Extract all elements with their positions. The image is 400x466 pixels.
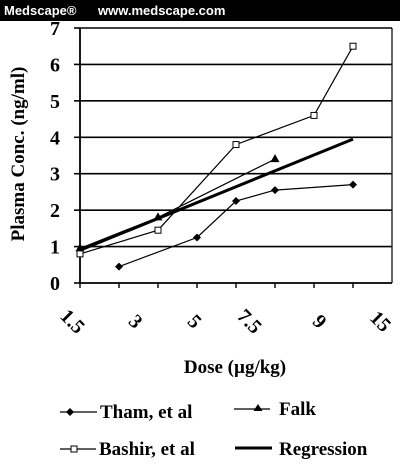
- legend-label-bashir: Bashir, et al: [99, 439, 195, 460]
- x-tick-label-3: 3: [124, 310, 147, 333]
- legend: Tham, et al Falk Bashir, et al Regressio…: [60, 399, 368, 460]
- medscape-url: www.medscape.com: [98, 3, 226, 18]
- legend-label-falk: Falk: [279, 399, 316, 420]
- legend-marker-square: [70, 445, 78, 453]
- y-axis-title: Plasma Conc. (ng/ml): [8, 67, 29, 242]
- data-point-tham-et-al-3: [271, 186, 279, 195]
- data-point-tham-et-al-4: [349, 180, 357, 189]
- axes: [74, 27, 393, 288]
- legend-item-regression: Regression: [235, 439, 368, 460]
- series-line-bashir-et-al: [79, 45, 354, 255]
- legend-marker-triangle: [253, 404, 263, 411]
- medscape-banner: Medscape® www.medscape.com: [0, 0, 400, 21]
- legend-label-regression: Regression: [279, 439, 368, 460]
- y-tick-labels: 0 1 2 3 4 5 6 7: [50, 18, 60, 295]
- medscape-brand: Medscape®: [4, 3, 77, 18]
- data-point-bashir-et-al-2: [232, 141, 240, 149]
- x-tick-labels: 1.5 3 5 7.5 9 15: [56, 305, 395, 338]
- data-point-bashir-et-al-3: [310, 111, 318, 119]
- y-tick-label-1: 1: [50, 237, 60, 259]
- x-axis-title: Dose (µg/kg): [184, 357, 286, 378]
- data-series: [75, 42, 357, 271]
- x-tick-label-7.5: 7.5: [233, 305, 266, 338]
- legend-marker-diamond: [66, 408, 74, 416]
- series-line-tham-et-al: [118, 184, 354, 268]
- data-point-bashir-et-al-4: [349, 42, 357, 50]
- x-tick-label-5: 5: [183, 310, 206, 333]
- y-tick-label-0: 0: [50, 273, 60, 295]
- legend-item-falk: Falk: [234, 399, 316, 420]
- y-tick-label-7: 7: [50, 18, 60, 40]
- y-tick-label-4: 4: [50, 127, 60, 149]
- grid-lines: [80, 27, 392, 248]
- x-tick-label-1.5: 1.5: [56, 305, 89, 338]
- data-point-tham-et-al-1: [193, 233, 201, 242]
- x-tick-label-9: 9: [308, 310, 331, 333]
- data-point-falk-2: [270, 154, 280, 163]
- series-line-regression: [79, 137, 354, 252]
- legend-item-bashir: Bashir, et al: [60, 439, 195, 460]
- series-line-falk: [79, 158, 276, 249]
- data-point-tham-et-al-2: [232, 197, 240, 206]
- y-tick-label-3: 3: [50, 164, 60, 186]
- legend-item-tham: Tham, et al: [60, 402, 192, 423]
- data-point-bashir-et-al-1: [154, 226, 162, 234]
- legend-label-tham: Tham, et al: [100, 402, 192, 423]
- y-tick-label-2: 2: [50, 200, 60, 222]
- x-tick-label-15: 15: [365, 307, 395, 337]
- data-point-tham-et-al-0: [115, 262, 123, 271]
- y-tick-label-6: 6: [50, 54, 60, 76]
- y-tick-label-5: 5: [50, 91, 60, 113]
- data-point-bashir-et-al-0: [76, 250, 84, 258]
